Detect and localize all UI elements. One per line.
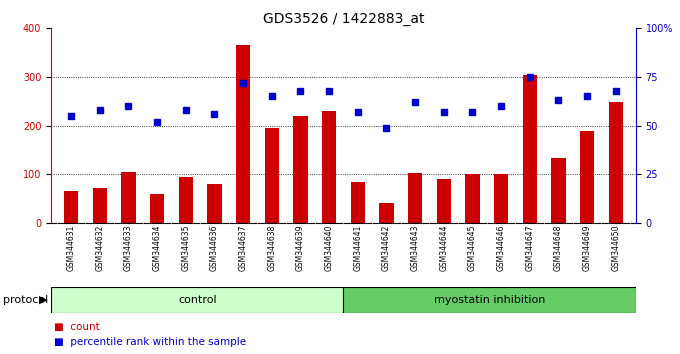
Text: GSM344642: GSM344642 [382,225,391,271]
Text: ▶: ▶ [39,295,48,305]
Text: GSM344633: GSM344633 [124,225,133,272]
Text: GSM344649: GSM344649 [583,225,592,272]
Bar [379,202,394,223]
Text: GSM344637: GSM344637 [239,225,248,272]
Text: GSM344638: GSM344638 [267,225,276,271]
Bar [121,172,135,223]
Text: protocol: protocol [3,295,49,305]
Bar [236,45,250,223]
Text: ■  percentile rank within the sample: ■ percentile rank within the sample [54,337,247,347]
Bar [465,175,479,223]
Text: GSM344632: GSM344632 [95,225,104,271]
Bar [179,177,193,223]
Bar [551,158,566,223]
Bar [580,131,594,223]
Bar [343,287,636,313]
Bar [207,184,222,223]
Text: myostatin inhibition: myostatin inhibition [434,295,545,305]
Text: GSM344639: GSM344639 [296,225,305,272]
Text: GSM344636: GSM344636 [210,225,219,272]
Text: GSM344641: GSM344641 [353,225,362,271]
Bar [293,116,307,223]
Bar [609,102,623,223]
Text: GSM344644: GSM344644 [439,225,448,272]
Bar [322,111,336,223]
Text: GSM344650: GSM344650 [611,225,620,272]
Text: ■  count: ■ count [54,322,100,332]
Title: GDS3526 / 1422883_at: GDS3526 / 1422883_at [262,12,424,26]
Bar [494,175,508,223]
Bar [522,75,537,223]
Text: GSM344648: GSM344648 [554,225,563,271]
Text: GSM344635: GSM344635 [182,225,190,272]
Text: GSM344647: GSM344647 [525,225,534,272]
Bar [150,194,165,223]
Text: GSM344631: GSM344631 [67,225,75,271]
Text: control: control [178,295,216,305]
Text: GSM344645: GSM344645 [468,225,477,272]
Bar [92,188,107,223]
Bar [265,128,279,223]
Bar [51,287,343,313]
Bar [408,173,422,223]
Bar [351,182,365,223]
Text: GSM344643: GSM344643 [411,225,420,272]
Text: GSM344646: GSM344646 [496,225,505,272]
Text: GSM344640: GSM344640 [324,225,334,272]
Bar [64,192,78,223]
Text: GSM344634: GSM344634 [152,225,162,272]
Bar [437,179,451,223]
